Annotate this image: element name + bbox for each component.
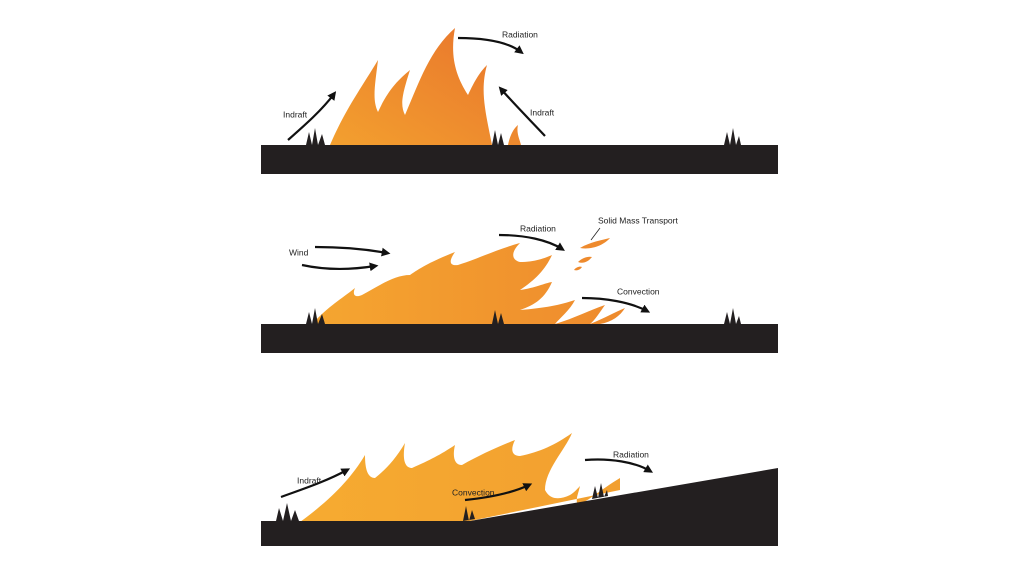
- panel-2: Wind Radiation Solid Mass Transport Conv…: [261, 215, 778, 353]
- label: Convection: [452, 487, 495, 497]
- convection-arrow: [464, 483, 533, 502]
- radiation-arrow: [498, 233, 565, 251]
- label: Radiation: [502, 29, 538, 39]
- label: Wind: [289, 247, 309, 257]
- flame: [312, 243, 625, 324]
- ground: [261, 324, 778, 353]
- ember: [574, 238, 610, 271]
- label: Solid Mass Transport: [598, 215, 678, 225]
- panel-3: Indraft Convection Radiation: [261, 433, 778, 546]
- radiation-arrow: [584, 458, 654, 473]
- label: Indraft: [283, 109, 308, 119]
- convection-arrow: [581, 296, 651, 313]
- ground: [261, 145, 778, 174]
- label: Radiation: [520, 223, 556, 233]
- flame: [300, 433, 620, 522]
- label: Convection: [617, 286, 660, 296]
- leader-line: [590, 227, 601, 241]
- indraft-arrow: [287, 91, 337, 141]
- flame: [330, 28, 521, 145]
- radiation-arrow: [457, 36, 524, 55]
- indraft-arrow: [280, 468, 351, 499]
- label: Indraft: [297, 475, 322, 485]
- indraft-arrow: [498, 86, 546, 137]
- wind-arrow: [301, 262, 379, 272]
- wind-arrow: [314, 245, 391, 257]
- label: Indraft: [530, 107, 555, 117]
- panel-1: Indraft Radiation Indraft: [261, 28, 778, 174]
- label: Radiation: [613, 449, 649, 459]
- ground: [261, 468, 778, 546]
